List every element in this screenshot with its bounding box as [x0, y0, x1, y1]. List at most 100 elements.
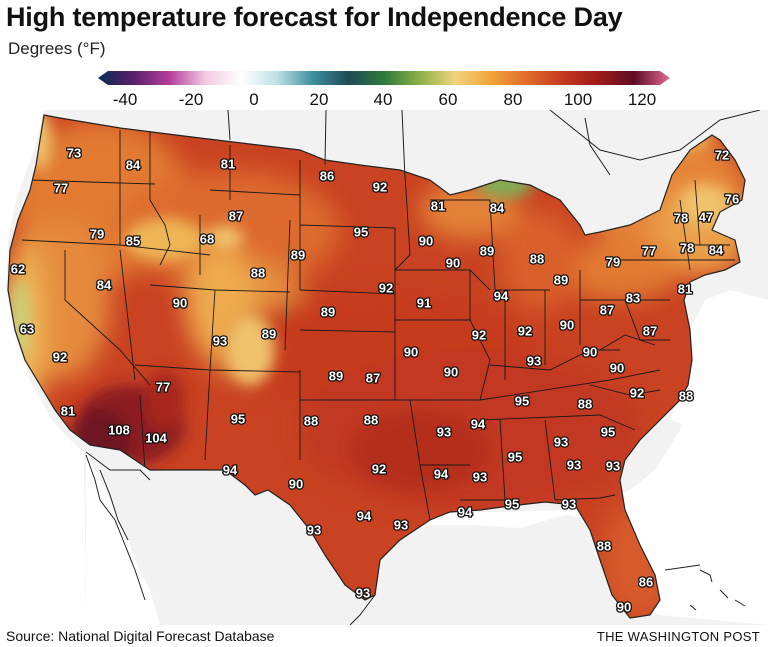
temp-label-austin: 94 [357, 509, 372, 524]
scale-tick-label: 80 [503, 90, 523, 109]
scale-tick-label: 40 [373, 90, 393, 109]
temp-label-sc: 95 [601, 425, 615, 440]
temp-label-tx-panhandle: 88 [304, 414, 318, 429]
scale-tick-label: 0 [249, 90, 259, 109]
temp-label-milwaukee: 90 [446, 256, 460, 271]
temp-label-tennessee: 95 [515, 394, 529, 409]
temp-label-new-orleans: 94 [458, 505, 473, 520]
temp-label-tallahassee: 93 [562, 497, 576, 512]
us-temperature-field [8, 115, 745, 618]
temperature-color-scale [98, 71, 670, 85]
temp-label-massachusetts: 78 [680, 241, 694, 256]
temp-label-duluth: 81 [431, 199, 445, 214]
temp-label-new-york-west: 79 [606, 255, 620, 270]
temp-label-atlanta: 93 [554, 435, 568, 450]
temp-label-orlando: 88 [597, 539, 611, 554]
temp-label-montana-east: 87 [229, 209, 243, 224]
temp-label-kansas-west: 89 [329, 369, 343, 384]
scale-tick-label: 100 [563, 90, 593, 109]
temp-label-new-jersey: 81 [678, 282, 692, 297]
temp-label-detroit: 89 [554, 273, 568, 288]
temp-label-imperial: 108 [108, 423, 130, 438]
temp-label-missouri: 90 [444, 365, 458, 380]
temp-label-tennessee-west: 94 [471, 417, 486, 432]
temp-label-central-valley: 92 [53, 350, 67, 365]
temp-label-nc-west: 88 [578, 397, 592, 412]
temp-label-shreveport: 94 [434, 467, 449, 482]
temp-label-bay-area: 63 [20, 322, 34, 337]
temp-label-maine-coast: 76 [725, 192, 739, 207]
temp-label-arizona-north: 77 [156, 380, 170, 395]
temp-label-savannah: 93 [606, 459, 620, 474]
temp-label-nd-east: 92 [373, 180, 387, 195]
gulf-of-mexico [340, 400, 768, 625]
temp-label-wisconsin: 89 [480, 244, 494, 259]
temp-label-west-virginia: 90 [583, 345, 597, 360]
temp-label-boise: 85 [126, 234, 140, 249]
temp-label-dallas: 92 [372, 462, 386, 477]
pacific-water [0, 110, 86, 625]
temp-label-indiana: 92 [518, 324, 532, 339]
temp-label-oregon-coast: 62 [11, 262, 25, 277]
temp-label-utah-west: 90 [173, 296, 187, 311]
temp-label-colorado-west: 89 [262, 327, 276, 342]
temp-label-seattle: 73 [67, 146, 81, 161]
temp-label-new-hampshire: 47 [699, 210, 713, 225]
temp-label-new-york: 77 [642, 244, 656, 259]
atlantic-water [670, 290, 768, 470]
temp-label-nebraska-west: 89 [321, 305, 335, 320]
temp-label-phoenix: 104 [145, 431, 167, 446]
temp-label-vermont: 78 [674, 211, 688, 226]
temp-label-fl-east: 86 [639, 575, 653, 590]
temp-label-sd-west: 89 [291, 248, 305, 263]
temp-label-wisconsin-north: 84 [490, 201, 505, 216]
publisher-credit: THE WASHINGTON POST [596, 629, 760, 644]
temp-label-illinois: 92 [472, 328, 486, 343]
temp-label-kansas-city: 90 [404, 345, 418, 360]
temp-label-tx-west: 90 [289, 477, 303, 492]
scale-tick-label: 60 [438, 90, 458, 109]
temp-label-nc-east: 92 [630, 386, 644, 401]
temp-label-maryland: 87 [643, 324, 657, 339]
temp-label-houston: 93 [394, 518, 408, 533]
temp-label-spokane: 84 [126, 158, 141, 173]
scale-tick-label: -40 [112, 90, 138, 109]
temp-label-ohio: 90 [560, 318, 574, 333]
caribbean-islands [689, 569, 746, 611]
scale-gradient-bar [98, 71, 670, 85]
temp-label-virginia: 90 [610, 361, 624, 376]
temp-label-boston: 84 [709, 243, 724, 258]
temp-label-pennsylvania-east: 83 [626, 291, 640, 306]
temp-label-mobile: 95 [505, 497, 519, 512]
temp-label-montana-west: 81 [221, 157, 235, 172]
temp-label-utah-south: 93 [213, 334, 227, 349]
units-label: Degrees (°F) [8, 39, 106, 58]
temp-label-south-dakota: 95 [354, 225, 368, 240]
international-borders [85, 110, 761, 625]
temperature-map: 73 84 77 79 85 81 87 68 62 84 88 86 92 95 89 90 63 92 93 89… [0, 110, 768, 625]
temp-label-kentucky: 93 [527, 354, 541, 369]
temp-label-new-mexico: 95 [231, 412, 245, 427]
temp-label-georgia: 93 [567, 458, 581, 473]
temp-label-alabama: 95 [508, 450, 522, 465]
scale-tick-label: -20 [178, 90, 204, 109]
temp-label-chicago: 94 [494, 289, 509, 304]
temp-label-nevada-north: 84 [97, 278, 112, 293]
temp-label-michigan: 88 [530, 252, 544, 267]
temp-label-minneapolis: 90 [419, 234, 433, 249]
scale-tick-label: 120 [627, 90, 657, 109]
temp-label-kansas-east: 87 [366, 371, 380, 386]
temp-label-nebraska-east: 92 [379, 281, 393, 296]
temp-label-iowa: 91 [417, 296, 431, 311]
temp-label-oklahoma: 88 [364, 413, 378, 428]
scale-tick-label: 20 [309, 90, 329, 109]
temperature-labels: 73 84 77 79 85 81 87 68 62 84 88 86 92 95 89 90 63 92 93 89… [9, 144, 740, 616]
temp-label-maine: 72 [715, 148, 729, 163]
page-title: High temperature forecast for Independen… [6, 2, 623, 32]
temp-label-miami: 90 [617, 600, 631, 615]
temp-label-yellowstone: 68 [200, 232, 214, 247]
temp-label-el-paso: 94 [223, 463, 238, 478]
source-note: Source: National Digital Forecast Databa… [6, 628, 275, 644]
temp-label-la-coast: 81 [61, 404, 75, 419]
baja-water [86, 445, 160, 625]
